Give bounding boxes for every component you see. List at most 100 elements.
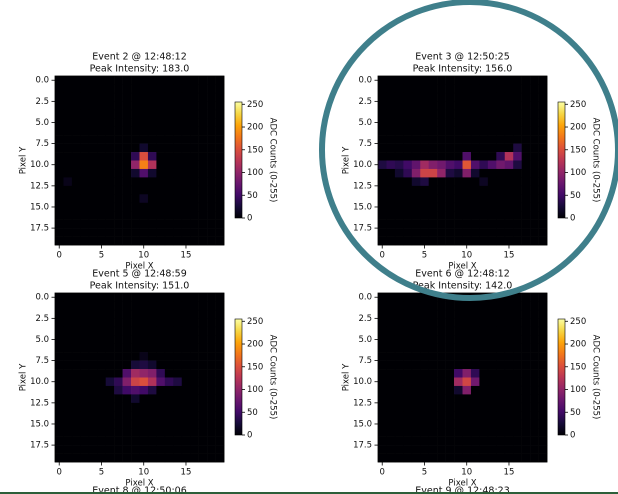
heatmap-cell: [131, 84, 140, 93]
heatmap-cell: [182, 310, 191, 319]
heatmap-cell: [156, 220, 165, 229]
heatmap-cell: [97, 169, 106, 178]
y-tick-label: 15.0: [353, 419, 372, 429]
heatmap-cell: [131, 135, 140, 144]
heatmap-cell: [123, 454, 132, 463]
heatmap-cell: [216, 428, 225, 437]
heatmap-cell: [454, 310, 463, 319]
heatmap-cell: [106, 394, 115, 403]
heatmap-cell: [123, 101, 132, 110]
heatmap-cell: [378, 84, 387, 93]
heatmap-cell: [454, 445, 463, 454]
heatmap-cell: [114, 445, 123, 454]
heatmap-cell: [420, 301, 429, 310]
heatmap-cell: [89, 135, 98, 144]
heatmap-cell: [140, 127, 149, 136]
heatmap-cell: [530, 327, 539, 336]
heatmap-cell: [429, 318, 438, 327]
heatmap-cell: [496, 335, 505, 344]
heatmap-cell: [513, 76, 522, 85]
heatmap-cell: [199, 135, 208, 144]
heatmap-cell: [513, 361, 522, 370]
heatmap-cell: [530, 101, 539, 110]
heatmap-cell: [207, 203, 216, 212]
heatmap-cell: [530, 118, 539, 127]
heatmap-cell: [148, 194, 157, 203]
heatmap-cell: [199, 318, 208, 327]
heatmap-cell: [131, 378, 140, 387]
heatmap-cell: [378, 301, 387, 310]
heatmap-cell: [488, 420, 497, 429]
heatmap-cell: [454, 386, 463, 395]
heatmap-cell: [190, 327, 199, 336]
heatmap-cell: [148, 335, 157, 344]
heatmap-cell: [140, 76, 149, 85]
heatmap-cell: [386, 318, 395, 327]
heatmap-cell: [496, 203, 505, 212]
colorbar-tick-label: 0: [247, 431, 252, 441]
heatmap-cell: [488, 169, 497, 178]
heatmap-cell: [55, 220, 64, 229]
heatmap-cell: [488, 411, 497, 420]
heatmap-cell: [55, 420, 64, 429]
heatmap-cell: [72, 135, 81, 144]
heatmap-cell: [488, 335, 497, 344]
heatmap-cell: [55, 344, 64, 353]
heatmap-cell: [114, 169, 123, 178]
heatmap-cell: [80, 110, 89, 119]
y-tick-label: 2.5: [35, 314, 49, 324]
heatmap-cell: [522, 169, 531, 178]
heatmap-cell: [530, 411, 539, 420]
heatmap-cell: [131, 177, 140, 186]
heatmap-cell: [530, 237, 539, 246]
heatmap-cell: [114, 194, 123, 203]
heatmap-cell: [182, 420, 191, 429]
heatmap-cell: [80, 335, 89, 344]
heatmap-cell: [216, 118, 225, 127]
heatmap-cell: [199, 177, 208, 186]
heatmap-cell: [403, 161, 412, 170]
heatmap-cell: [182, 369, 191, 378]
heatmap-cell: [539, 352, 548, 361]
heatmap-cell: [530, 194, 539, 203]
heatmap-cell: [72, 369, 81, 378]
heatmap-cell: [539, 310, 548, 319]
heatmap-cell: [173, 228, 182, 237]
heatmap-cell: [190, 211, 199, 220]
heatmap-cell: [140, 84, 149, 93]
heatmap-cell: [412, 203, 421, 212]
colorbar-tick-label: 200: [570, 123, 586, 133]
heatmap-cell: [72, 101, 81, 110]
heatmap-cell: [140, 369, 149, 378]
heatmap-cell: [454, 420, 463, 429]
heatmap-cell: [156, 361, 165, 370]
heatmap-cell: [488, 118, 497, 127]
heatmap-cell: [479, 203, 488, 212]
heatmap-cell: [182, 445, 191, 454]
heatmap-cell: [207, 76, 216, 85]
heatmap-cell: [106, 211, 115, 220]
heatmap-cell: [55, 352, 64, 361]
heatmap-cell: [173, 445, 182, 454]
heatmap-cell: [140, 335, 149, 344]
heatmap-cell: [199, 144, 208, 153]
heatmap-cell: [131, 445, 140, 454]
heatmap-cell: [114, 318, 123, 327]
heatmap-cell: [190, 318, 199, 327]
heatmap-cell: [131, 203, 140, 212]
heatmap-cell: [539, 301, 548, 310]
heatmap-cell: [131, 293, 140, 302]
heatmap-cell: [89, 84, 98, 93]
heatmap-cell: [496, 344, 505, 353]
heatmap-cell: [89, 454, 98, 463]
heatmap-cell: [182, 386, 191, 395]
colorbar-tick-label: 250: [247, 100, 263, 110]
heatmap-cell: [190, 93, 199, 102]
y-tick-label: 0.0: [35, 76, 49, 86]
heatmap-cell: [207, 135, 216, 144]
heatmap-cell: [463, 420, 472, 429]
x-tick-label: 15: [181, 251, 192, 261]
heatmap-cell: [437, 361, 446, 370]
heatmap-cell: [437, 186, 446, 195]
heatmap-cell: [403, 403, 412, 412]
